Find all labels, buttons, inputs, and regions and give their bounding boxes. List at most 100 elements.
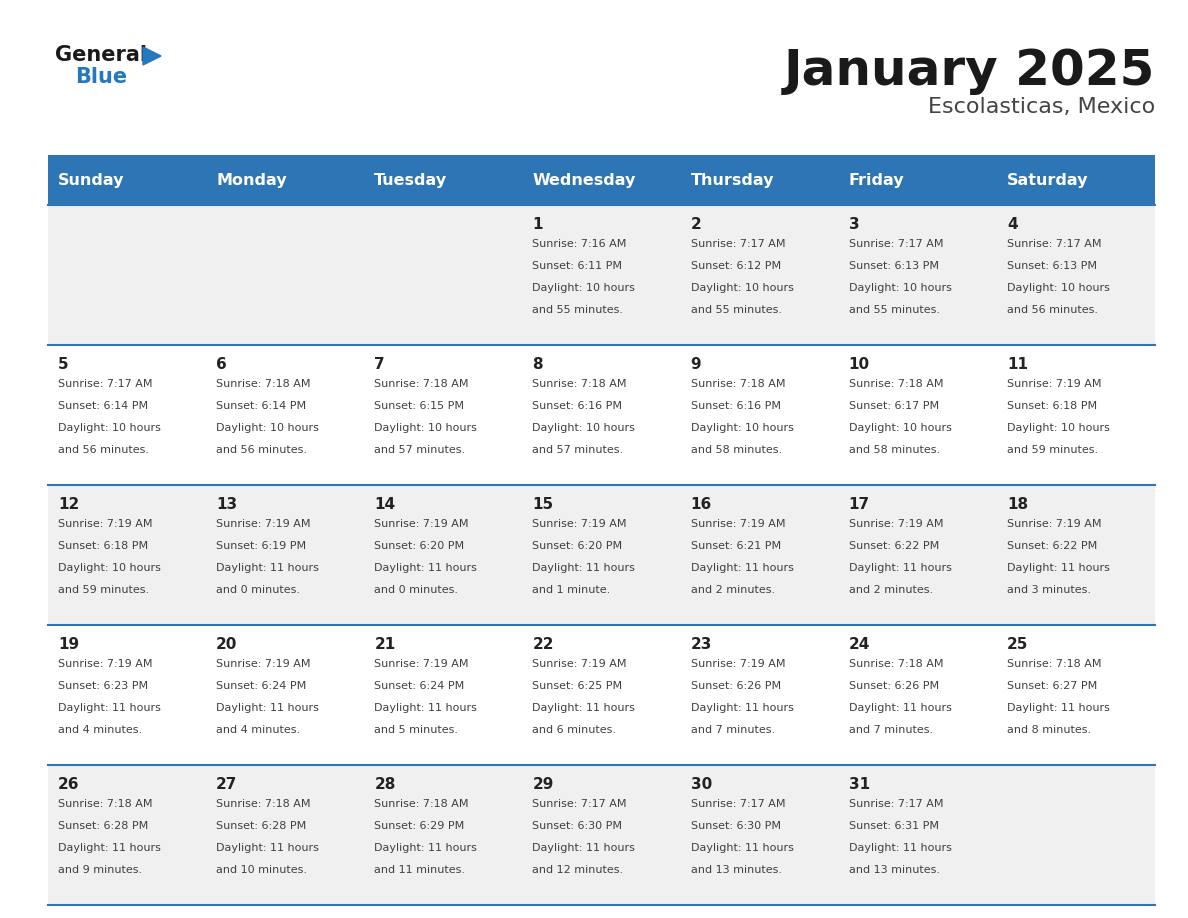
Text: and 12 minutes.: and 12 minutes. xyxy=(532,865,624,875)
Text: 8: 8 xyxy=(532,357,543,372)
Text: Tuesday: Tuesday xyxy=(374,173,448,187)
Text: and 56 minutes.: and 56 minutes. xyxy=(1007,305,1098,315)
Text: Sunset: 6:28 PM: Sunset: 6:28 PM xyxy=(58,821,148,831)
Text: Wednesday: Wednesday xyxy=(532,173,636,187)
Text: 31: 31 xyxy=(848,777,870,792)
Text: Sunrise: 7:19 AM: Sunrise: 7:19 AM xyxy=(374,659,469,669)
Text: Friday: Friday xyxy=(848,173,904,187)
Text: Daylight: 10 hours: Daylight: 10 hours xyxy=(1007,283,1110,293)
Text: Daylight: 11 hours: Daylight: 11 hours xyxy=(58,703,160,713)
Text: 1: 1 xyxy=(532,217,543,232)
Text: Sunrise: 7:19 AM: Sunrise: 7:19 AM xyxy=(690,519,785,529)
Text: and 0 minutes.: and 0 minutes. xyxy=(216,585,301,595)
Text: 22: 22 xyxy=(532,637,554,652)
Text: 29: 29 xyxy=(532,777,554,792)
Bar xyxy=(48,485,1155,625)
Text: 27: 27 xyxy=(216,777,238,792)
Text: Blue: Blue xyxy=(75,67,127,87)
Text: Thursday: Thursday xyxy=(690,173,775,187)
Bar xyxy=(48,155,1155,205)
Text: Daylight: 10 hours: Daylight: 10 hours xyxy=(532,283,636,293)
Text: Saturday: Saturday xyxy=(1007,173,1088,187)
Text: Sunrise: 7:16 AM: Sunrise: 7:16 AM xyxy=(532,239,627,249)
Text: 21: 21 xyxy=(374,637,396,652)
Text: and 5 minutes.: and 5 minutes. xyxy=(374,725,459,735)
Text: Sunrise: 7:18 AM: Sunrise: 7:18 AM xyxy=(216,799,310,809)
Text: Sunset: 6:22 PM: Sunset: 6:22 PM xyxy=(1007,541,1097,551)
Text: and 10 minutes.: and 10 minutes. xyxy=(216,865,308,875)
Text: Monday: Monday xyxy=(216,173,286,187)
Text: Sunday: Sunday xyxy=(58,173,125,187)
Text: Daylight: 11 hours: Daylight: 11 hours xyxy=(216,563,320,573)
Text: and 55 minutes.: and 55 minutes. xyxy=(532,305,624,315)
Text: Sunset: 6:26 PM: Sunset: 6:26 PM xyxy=(848,681,939,691)
Text: Sunset: 6:17 PM: Sunset: 6:17 PM xyxy=(848,401,939,411)
Text: and 55 minutes.: and 55 minutes. xyxy=(690,305,782,315)
Text: 17: 17 xyxy=(848,497,870,512)
Text: Daylight: 11 hours: Daylight: 11 hours xyxy=(216,843,320,853)
Text: Daylight: 10 hours: Daylight: 10 hours xyxy=(1007,423,1110,433)
Text: Sunset: 6:31 PM: Sunset: 6:31 PM xyxy=(848,821,939,831)
Text: Sunset: 6:23 PM: Sunset: 6:23 PM xyxy=(58,681,148,691)
Text: Daylight: 11 hours: Daylight: 11 hours xyxy=(374,843,478,853)
Text: Sunset: 6:28 PM: Sunset: 6:28 PM xyxy=(216,821,307,831)
Text: Sunrise: 7:17 AM: Sunrise: 7:17 AM xyxy=(532,799,627,809)
Text: Sunrise: 7:18 AM: Sunrise: 7:18 AM xyxy=(374,379,469,389)
Text: Sunset: 6:25 PM: Sunset: 6:25 PM xyxy=(532,681,623,691)
Text: Sunrise: 7:17 AM: Sunrise: 7:17 AM xyxy=(848,239,943,249)
Text: Sunset: 6:21 PM: Sunset: 6:21 PM xyxy=(690,541,781,551)
Text: and 56 minutes.: and 56 minutes. xyxy=(216,445,308,455)
Text: Sunset: 6:11 PM: Sunset: 6:11 PM xyxy=(532,261,623,271)
Text: Daylight: 11 hours: Daylight: 11 hours xyxy=(532,563,636,573)
Text: 7: 7 xyxy=(374,357,385,372)
Text: Sunset: 6:13 PM: Sunset: 6:13 PM xyxy=(848,261,939,271)
Text: and 4 minutes.: and 4 minutes. xyxy=(58,725,143,735)
Text: Sunrise: 7:18 AM: Sunrise: 7:18 AM xyxy=(58,799,152,809)
Text: Sunset: 6:24 PM: Sunset: 6:24 PM xyxy=(374,681,465,691)
Text: Escolasticas, Mexico: Escolasticas, Mexico xyxy=(928,97,1155,117)
Text: Sunset: 6:20 PM: Sunset: 6:20 PM xyxy=(532,541,623,551)
Text: and 8 minutes.: and 8 minutes. xyxy=(1007,725,1091,735)
Text: Daylight: 11 hours: Daylight: 11 hours xyxy=(690,563,794,573)
Text: Sunset: 6:30 PM: Sunset: 6:30 PM xyxy=(532,821,623,831)
Text: Sunrise: 7:19 AM: Sunrise: 7:19 AM xyxy=(532,519,627,529)
Text: Daylight: 11 hours: Daylight: 11 hours xyxy=(848,703,952,713)
Bar xyxy=(48,205,1155,345)
Text: Daylight: 11 hours: Daylight: 11 hours xyxy=(532,703,636,713)
Text: and 6 minutes.: and 6 minutes. xyxy=(532,725,617,735)
Text: and 59 minutes.: and 59 minutes. xyxy=(1007,445,1098,455)
Text: and 4 minutes.: and 4 minutes. xyxy=(216,725,301,735)
Text: Sunset: 6:14 PM: Sunset: 6:14 PM xyxy=(58,401,148,411)
Text: Sunset: 6:16 PM: Sunset: 6:16 PM xyxy=(690,401,781,411)
Text: and 13 minutes.: and 13 minutes. xyxy=(690,865,782,875)
Text: 14: 14 xyxy=(374,497,396,512)
Polygon shape xyxy=(143,47,162,65)
Text: Daylight: 11 hours: Daylight: 11 hours xyxy=(690,843,794,853)
Text: Daylight: 10 hours: Daylight: 10 hours xyxy=(58,563,160,573)
Text: Sunset: 6:18 PM: Sunset: 6:18 PM xyxy=(58,541,148,551)
Text: General: General xyxy=(55,45,147,65)
Text: and 55 minutes.: and 55 minutes. xyxy=(848,305,940,315)
Text: Sunset: 6:30 PM: Sunset: 6:30 PM xyxy=(690,821,781,831)
Text: Sunrise: 7:17 AM: Sunrise: 7:17 AM xyxy=(690,239,785,249)
Text: Sunset: 6:18 PM: Sunset: 6:18 PM xyxy=(1007,401,1097,411)
Text: 23: 23 xyxy=(690,637,712,652)
Text: and 9 minutes.: and 9 minutes. xyxy=(58,865,143,875)
Text: Daylight: 11 hours: Daylight: 11 hours xyxy=(216,703,320,713)
Text: and 58 minutes.: and 58 minutes. xyxy=(848,445,940,455)
Text: Daylight: 10 hours: Daylight: 10 hours xyxy=(532,423,636,433)
Text: Daylight: 10 hours: Daylight: 10 hours xyxy=(216,423,320,433)
Text: Sunrise: 7:18 AM: Sunrise: 7:18 AM xyxy=(848,379,943,389)
Text: Sunrise: 7:19 AM: Sunrise: 7:19 AM xyxy=(532,659,627,669)
Text: Sunset: 6:27 PM: Sunset: 6:27 PM xyxy=(1007,681,1097,691)
Bar xyxy=(48,345,1155,485)
Text: Sunrise: 7:18 AM: Sunrise: 7:18 AM xyxy=(216,379,310,389)
Text: Sunrise: 7:19 AM: Sunrise: 7:19 AM xyxy=(690,659,785,669)
Text: Daylight: 11 hours: Daylight: 11 hours xyxy=(374,703,478,713)
Text: Sunrise: 7:17 AM: Sunrise: 7:17 AM xyxy=(690,799,785,809)
Text: 13: 13 xyxy=(216,497,238,512)
Text: and 11 minutes.: and 11 minutes. xyxy=(374,865,466,875)
Text: Sunset: 6:22 PM: Sunset: 6:22 PM xyxy=(848,541,939,551)
Text: Sunrise: 7:19 AM: Sunrise: 7:19 AM xyxy=(58,519,152,529)
Text: Sunset: 6:14 PM: Sunset: 6:14 PM xyxy=(216,401,307,411)
